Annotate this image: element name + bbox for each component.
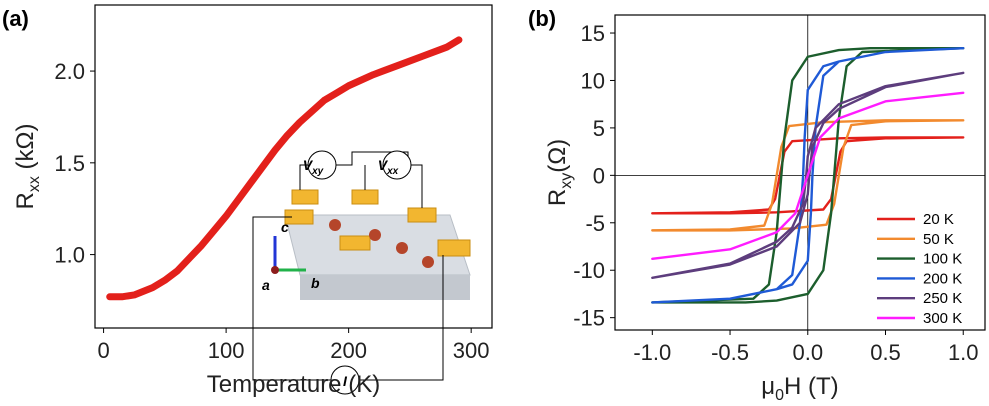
x-axis-label: μ0H (T) (761, 373, 838, 404)
x-tick-label: 300 (453, 338, 490, 363)
y-axis-label-part: xx (26, 176, 43, 192)
x-tick-label: 200 (330, 338, 367, 363)
wire (411, 164, 423, 208)
plot-frame (94, 4, 493, 329)
y-tick-label: 1.5 (54, 151, 85, 176)
x-axis-label-part: H (T) (784, 373, 839, 400)
contact-pad (351, 189, 379, 205)
x-tick-label: 0.0 (792, 340, 823, 365)
panel-label: (b) (528, 6, 556, 31)
y-tick-label: 15 (581, 21, 605, 46)
y-axis-label: Rxx (kΩ) (12, 124, 43, 210)
data-line (106, 36, 463, 301)
device-side (300, 275, 470, 300)
y-tick-label: -15 (573, 306, 605, 331)
atom (369, 229, 381, 241)
probe-label-sub: xx (386, 166, 399, 177)
y-axis-label-part: (Ω) (544, 139, 571, 173)
axis-origin (271, 266, 279, 274)
legend-label: 100 K (923, 251, 962, 268)
y-tick-label: 5 (593, 116, 605, 141)
x-tick-label: 0.5 (870, 340, 901, 365)
y-tick-label: -5 (585, 211, 605, 236)
x-tick-label: -0.5 (711, 340, 749, 365)
probe-circle (307, 150, 337, 180)
y-tick-label: 0 (593, 163, 605, 188)
wire (252, 216, 331, 381)
x-tick-label: 100 (208, 338, 245, 363)
data-line (651, 71, 965, 280)
contact-pad (291, 189, 319, 205)
atom (396, 242, 408, 254)
x-tick-label: 1.0 (948, 340, 979, 365)
plot-frame (614, 14, 986, 331)
y-axis-label: Rxy(Ω) (544, 139, 575, 206)
atom (422, 256, 434, 268)
probe-circle (382, 150, 412, 180)
y-tick-label: 2.0 (54, 59, 85, 84)
x-axis-label-part: 0 (775, 387, 784, 404)
y-axis-label-part: (kΩ) (12, 124, 39, 177)
legend-label: 50 K (923, 231, 954, 248)
contact-pad (407, 207, 437, 223)
legend-label: 200 K (923, 270, 962, 287)
y-tick-label: 1.0 (54, 243, 85, 268)
axis-label: b (311, 275, 320, 291)
y-axis-label-part: xy (558, 173, 575, 189)
panel-label: (a) (2, 6, 29, 31)
probe-label: Vxx (378, 157, 399, 177)
y-tick-label: -10 (573, 258, 605, 283)
inset-schematic: Vxy Vxx I a b c (252, 150, 471, 395)
y-tick-label: 10 (581, 68, 605, 93)
probe-label: Vxy (303, 157, 324, 177)
data-line (651, 119, 965, 232)
wire (359, 255, 444, 381)
axis-label: a (262, 277, 270, 293)
probe-label-sub: xy (311, 166, 324, 177)
contact-pad (339, 235, 371, 251)
legend-label: 20 K (923, 211, 954, 228)
data-line (651, 47, 965, 304)
legend-label: 250 K (923, 290, 962, 307)
legend-label: 300 K (923, 310, 962, 327)
x-tick-label: 0 (97, 338, 109, 363)
x-tick-label: -1.0 (633, 340, 671, 365)
y-axis-label-part: R (544, 189, 571, 206)
atom (329, 219, 341, 231)
x-axis-label: Temperature (K) (207, 371, 380, 398)
wire (299, 164, 308, 190)
probe-label-main: V (303, 157, 314, 173)
probe-label-main: V (378, 157, 389, 173)
data-line (651, 136, 965, 215)
x-axis-label-part: μ (761, 373, 775, 400)
probe-circle (330, 365, 360, 395)
current-label: I (343, 373, 348, 389)
y-axis-label-part: R (12, 192, 39, 209)
data-line (651, 91, 965, 261)
axis-label: c (281, 219, 289, 235)
contact-pad (437, 239, 471, 257)
